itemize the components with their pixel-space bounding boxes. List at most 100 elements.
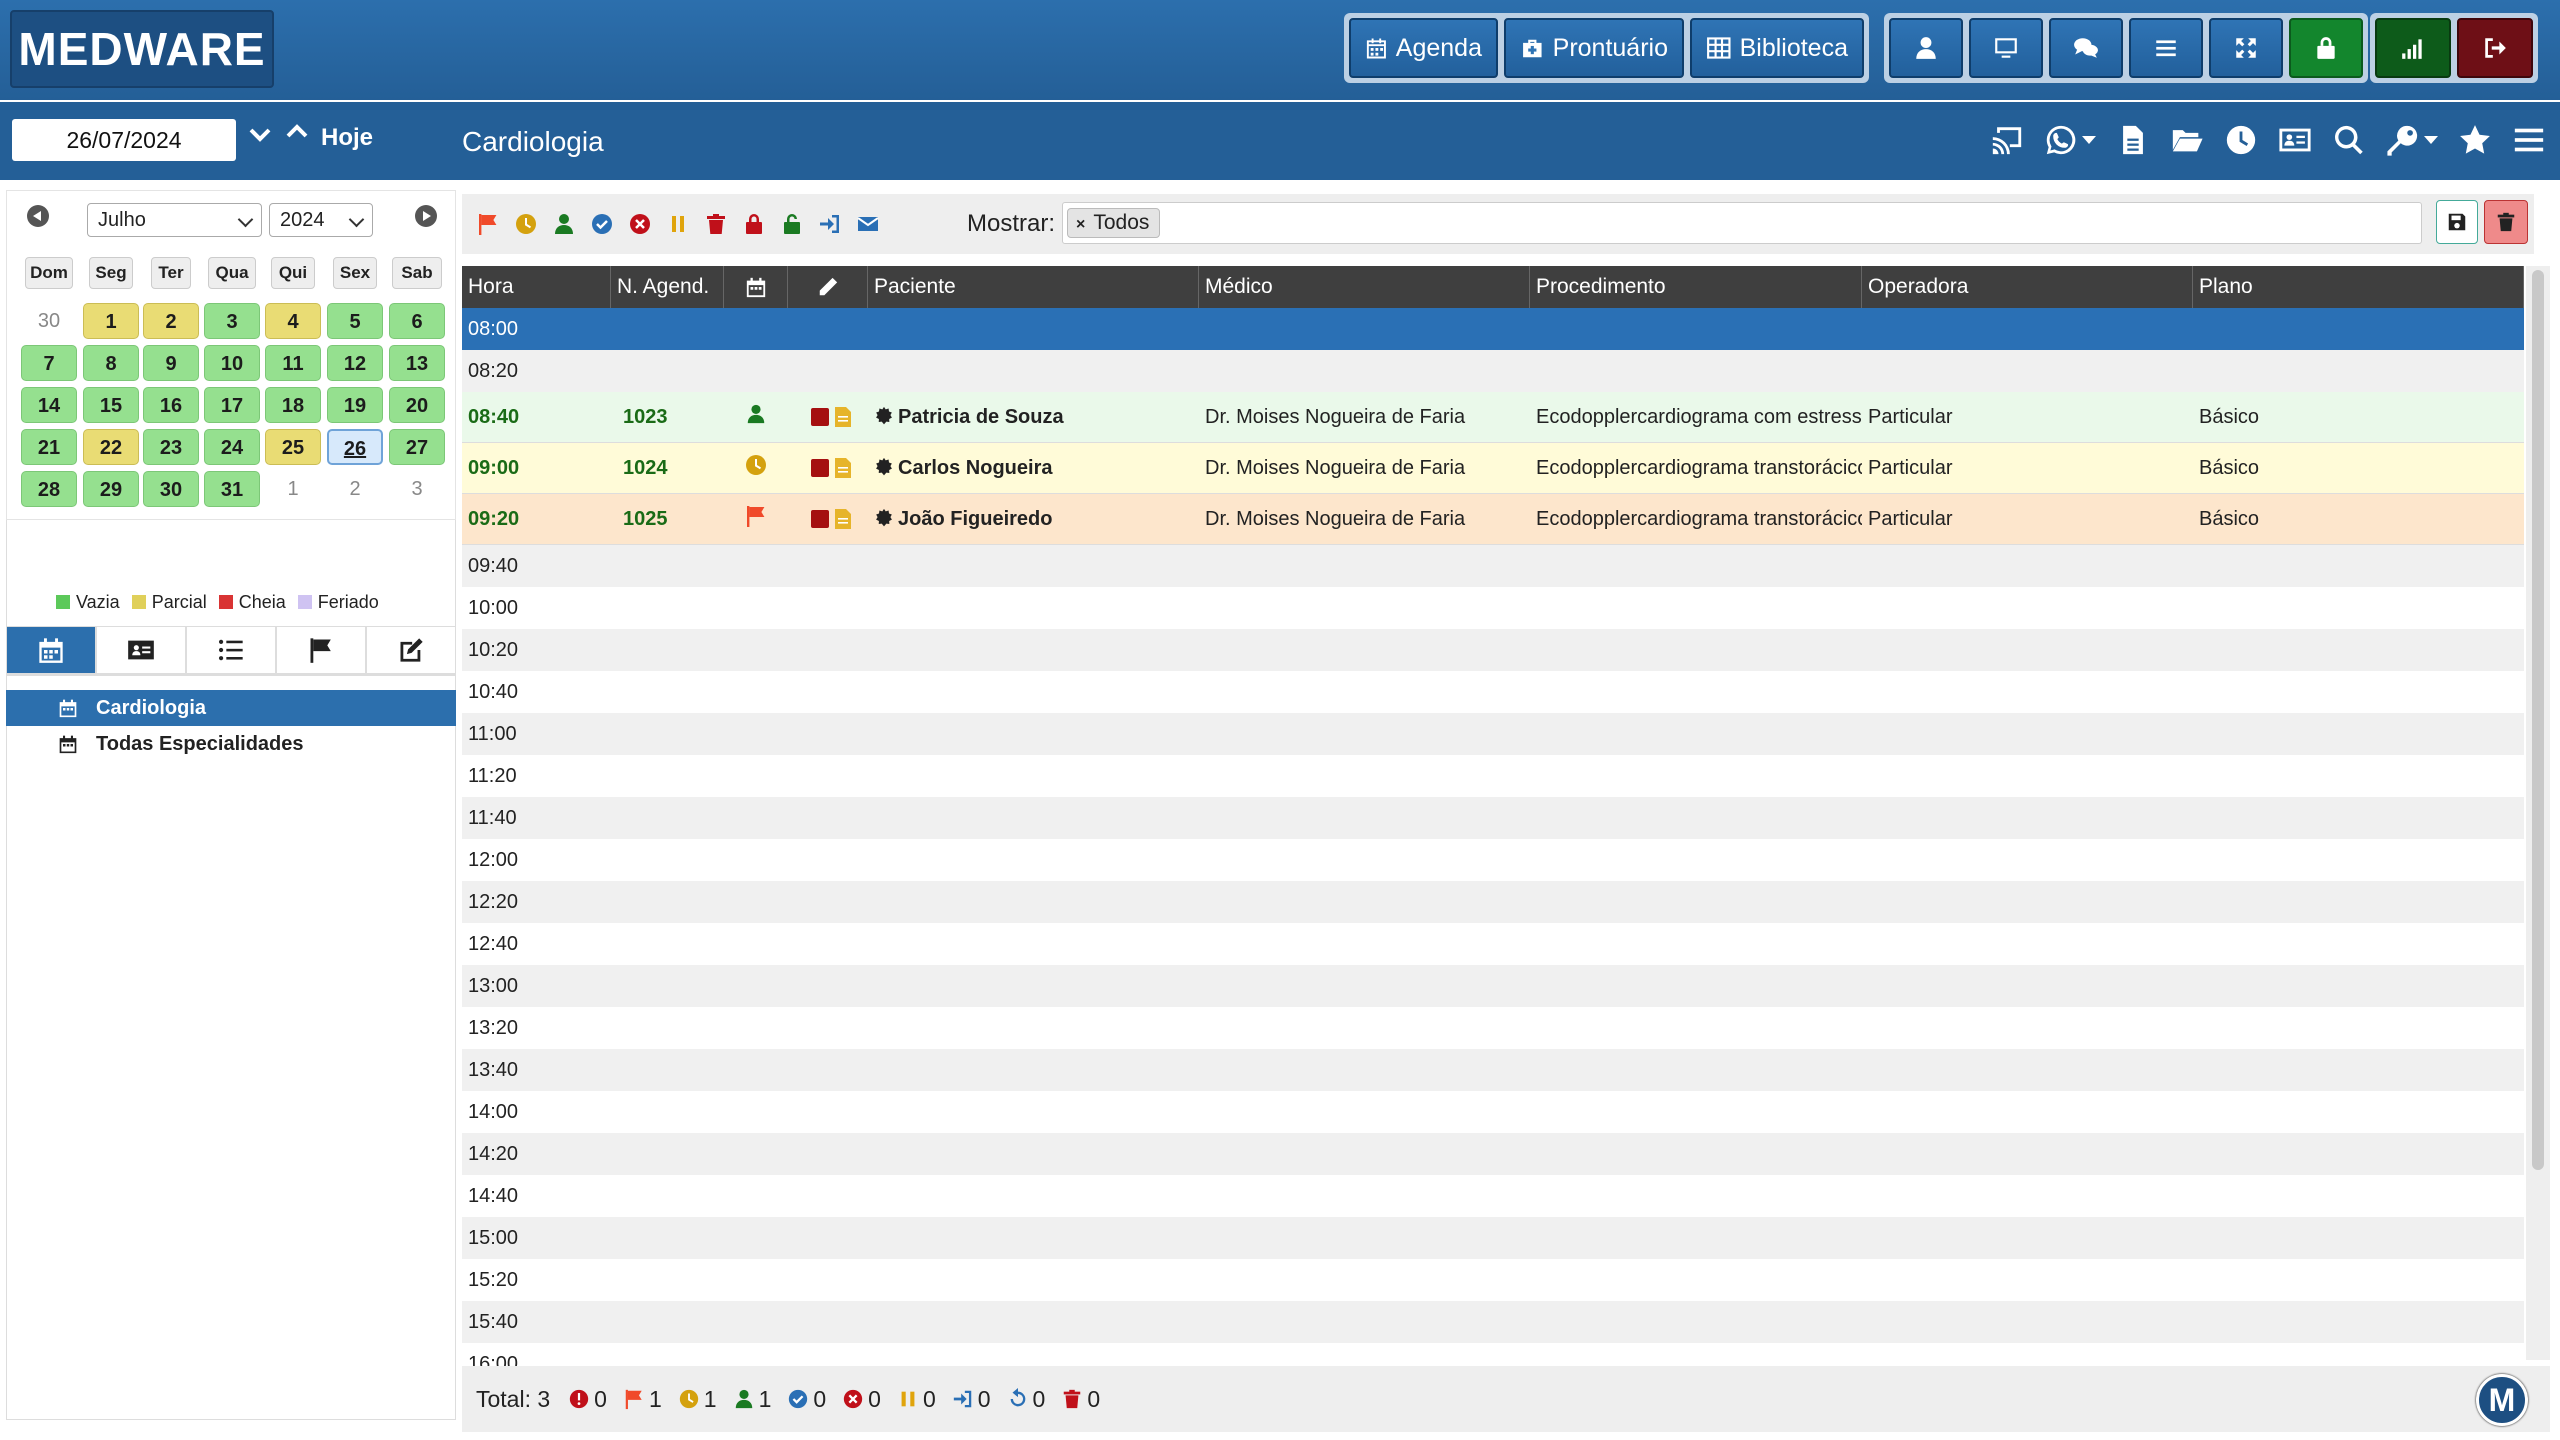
col-numero[interactable]: N. Agend.: [611, 266, 724, 308]
status-count-trash[interactable]: 0: [1061, 1386, 1100, 1413]
month-select[interactable]: Julho: [87, 203, 262, 237]
time-slot-row[interactable]: 08:20: [462, 350, 2524, 392]
status-count-cancel[interactable]: 0: [842, 1386, 881, 1413]
agenda-button[interactable]: Agenda: [1349, 18, 1498, 78]
col-procedimento[interactable]: Procedimento: [1530, 266, 1862, 308]
time-slot-row[interactable]: 12:40: [462, 923, 2524, 965]
medware-logo-button[interactable]: M: [2476, 1374, 2528, 1426]
calendar-day[interactable]: 7: [21, 345, 77, 381]
remove-tag-icon[interactable]: ×: [1076, 216, 1086, 233]
clock-icon[interactable]: [514, 212, 538, 236]
filter-tag[interactable]: × Todos: [1067, 208, 1161, 238]
calendar-day[interactable]: 5: [327, 303, 383, 339]
document-icon[interactable]: [834, 457, 852, 479]
next-month-button[interactable]: [415, 205, 437, 227]
whatsapp-button[interactable]: [2044, 120, 2096, 160]
status-count-enter[interactable]: 0: [952, 1386, 991, 1413]
patient-name-text[interactable]: Carlos Nogueira: [898, 456, 1053, 479]
tab-flags[interactable]: [276, 626, 366, 674]
appointment-row[interactable]: 09:20 1025 João Figueiredo Dr. Moises Nogue…: [462, 494, 2524, 545]
status-count-flag[interactable]: 1: [623, 1386, 662, 1413]
patient-name-text[interactable]: Patricia de Souza: [898, 405, 1064, 428]
time-slot-row[interactable]: 12:00: [462, 839, 2524, 881]
calendar-day[interactable]: 30: [143, 471, 199, 507]
time-slot-row[interactable]: 09:40: [462, 545, 2524, 587]
calendar-day[interactable]: 17: [204, 387, 260, 423]
year-select[interactable]: 2024: [269, 203, 373, 237]
specialty-item-todas[interactable]: Todas Especialidades: [6, 726, 456, 762]
monitor-button[interactable]: [1969, 18, 2043, 78]
time-slot-row[interactable]: 15:40: [462, 1301, 2524, 1343]
history-button[interactable]: [2224, 120, 2258, 160]
calendar-day[interactable]: 8: [83, 345, 139, 381]
fullscreen-button[interactable]: [2209, 18, 2283, 78]
document-icon[interactable]: [834, 508, 852, 530]
trash-icon[interactable]: [704, 212, 728, 236]
lock-button[interactable]: [2289, 18, 2363, 78]
time-slot-row[interactable]: 14:00: [462, 1091, 2524, 1133]
calendar-day[interactable]: 1: [83, 303, 139, 339]
patient-name-text[interactable]: João Figueiredo: [898, 507, 1053, 530]
calendar-day[interactable]: 3: [389, 471, 445, 507]
table-scrollbar[interactable]: [2526, 266, 2550, 1360]
specialty-item-cardiologia[interactable]: Cardiologia: [6, 690, 456, 726]
record-icon[interactable]: [810, 407, 830, 427]
time-slot-row[interactable]: 13:40: [462, 1049, 2524, 1091]
time-slot-row[interactable]: 12:20: [462, 881, 2524, 923]
scrollbar-thumb[interactable]: [2532, 270, 2544, 1170]
appointment-row[interactable]: 08:40 1023 Patricia de Souza Dr. Moises Nog…: [462, 392, 2524, 443]
chat-button[interactable]: [2049, 18, 2123, 78]
prontuario-button[interactable]: Prontuário: [1504, 18, 1684, 78]
col-plano[interactable]: Plano: [2193, 266, 2524, 308]
calendar-day[interactable]: 24: [204, 429, 260, 465]
menu-button[interactable]: [2129, 18, 2203, 78]
time-slot-row[interactable]: 15:00: [462, 1217, 2524, 1259]
col-paciente[interactable]: Paciente: [868, 266, 1199, 308]
tab-calendar[interactable]: [6, 626, 96, 674]
col-hora[interactable]: Hora: [462, 266, 611, 308]
delete-filter-button[interactable]: [2484, 200, 2528, 244]
folder-button[interactable]: [2170, 120, 2204, 160]
status-count-undo[interactable]: 0: [1007, 1386, 1045, 1413]
calendar-day[interactable]: 4: [265, 303, 321, 339]
calendar-day[interactable]: 22: [83, 429, 139, 465]
envelope-icon[interactable]: [856, 212, 880, 236]
tab-list[interactable]: [186, 626, 276, 674]
status-count-pause[interactable]: 0: [897, 1386, 936, 1413]
unlock-icon[interactable]: [780, 212, 804, 236]
time-slot-row[interactable]: 13:00: [462, 965, 2524, 1007]
calendar-day[interactable]: 11: [265, 345, 321, 381]
brand-logo[interactable]: MEDWARE: [10, 10, 274, 88]
status-count-clock[interactable]: 1: [678, 1386, 717, 1413]
calendar-day[interactable]: 15: [83, 387, 139, 423]
search-button[interactable]: [2332, 120, 2366, 160]
calendar-day[interactable]: 23: [143, 429, 199, 465]
calendar-day[interactable]: 10: [204, 345, 260, 381]
calendar-day[interactable]: 26: [327, 429, 383, 465]
time-slot-row[interactable]: 11:20: [462, 755, 2524, 797]
user-button[interactable]: [1889, 18, 1963, 78]
flag-icon[interactable]: [476, 212, 500, 236]
status-count-alert[interactable]: 0: [568, 1386, 607, 1413]
calendar-day[interactable]: 20: [389, 387, 445, 423]
time-slot-row[interactable]: 14:20: [462, 1133, 2524, 1175]
previous-month-button[interactable]: [27, 205, 49, 227]
calendar-day[interactable]: 14: [21, 387, 77, 423]
tab-patients[interactable]: [96, 626, 186, 674]
calendar-day[interactable]: 2: [327, 471, 383, 507]
time-slot-row[interactable]: 15:20: [462, 1259, 2524, 1301]
previous-day-button[interactable]: [282, 116, 312, 146]
calendar-day[interactable]: 30: [21, 303, 77, 339]
favorites-button[interactable]: [2458, 120, 2492, 160]
tab-edit[interactable]: [366, 626, 456, 674]
calendar-day[interactable]: 1: [265, 471, 321, 507]
record-icon[interactable]: [810, 509, 830, 529]
calendar-day[interactable]: 27: [389, 429, 445, 465]
status-count-person[interactable]: 1: [733, 1386, 771, 1413]
check-icon[interactable]: [590, 212, 614, 236]
enter-icon[interactable]: [818, 212, 842, 236]
person-icon[interactable]: [552, 212, 576, 236]
save-filter-button[interactable]: [2436, 200, 2478, 244]
calendar-day[interactable]: 3: [204, 303, 260, 339]
calendar-day[interactable]: 31: [204, 471, 260, 507]
